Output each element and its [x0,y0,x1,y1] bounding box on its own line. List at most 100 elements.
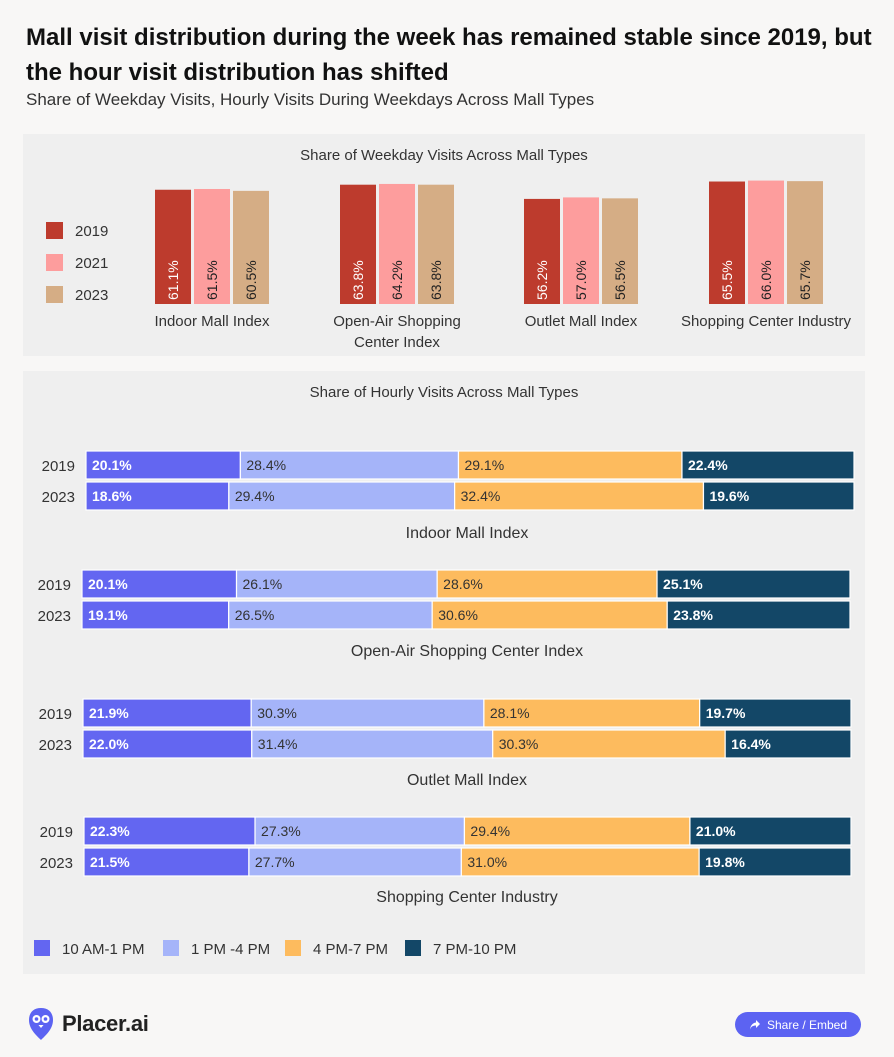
stacked-segment [454,481,705,511]
bar-label-2019-1: 63.8% [350,260,366,300]
stacked-segment [689,816,852,846]
bar-2023-2 [602,198,638,304]
stacked-segment [457,450,683,480]
legend-label: 4 PM-7 PM [313,941,388,958]
stacked-segment [235,569,438,599]
stacked-segment [250,698,485,728]
bar-2019-0 [155,189,191,304]
bar-2023-0 [233,190,269,304]
bar-label-2023-1: 63.8% [428,260,444,300]
group-label: Shopping Center Industry [376,889,557,906]
segment-label: 19.1% [88,607,128,623]
row-year-label: 2019 [38,577,71,594]
stacked-segment [82,729,253,759]
bar-label-2023-3: 65.7% [797,260,813,300]
segment-label: 27.3% [261,823,301,839]
stacked-segment [492,729,726,759]
placer-logo[interactable]: Placer.ai [28,1006,149,1042]
stacked-segment [251,729,494,759]
legend-label-2021: 2021 [75,255,108,272]
bar-label-2023-2: 56.5% [612,260,628,300]
stacked-segment [463,816,691,846]
segment-label: 26.5% [235,607,275,623]
row-year-label: 2019 [40,824,73,841]
segment-label: 19.8% [705,854,745,870]
legend-swatch [34,940,50,956]
segment-label: 21.0% [696,823,736,839]
stacked-segment [83,847,250,877]
bar-2021-0 [194,188,230,304]
segment-label: 31.0% [467,854,507,870]
stacked-segment [724,729,852,759]
row-year-label: 2019 [39,706,72,723]
hourly-chart-title: Share of Hourly Visits Across Mall Types [310,384,579,401]
bar-2019-1 [340,184,376,304]
legend-label-2019: 2019 [75,223,108,240]
segment-label: 22.4% [688,457,728,473]
weekday-visits-chart: Share of Weekday Visits Across Mall Type… [23,134,865,356]
bar-2021-3 [748,180,784,304]
segment-label: 22.0% [89,736,129,752]
bar-label-2019-2: 56.2% [534,260,550,300]
segment-label: 29.4% [235,488,275,504]
bar-label-2021-0: 61.5% [204,260,220,300]
row-year-label: 2023 [42,489,75,506]
stacked-segment [483,698,701,728]
segment-label: 30.3% [257,705,297,721]
share-embed-button[interactable]: Share / Embed [735,1012,861,1037]
group-label: Open-Air Shopping Center Index [351,643,583,660]
share-embed-label: Share / Embed [766,1017,848,1032]
weekday-visits-svg: Share of Weekday Visits Across Mall Type… [46,147,852,351]
legend-swatch [163,940,179,956]
segment-label: 29.4% [470,823,510,839]
row-year-label: 2023 [38,608,71,625]
bar-2021-1 [379,183,415,304]
segment-label: 28.4% [246,457,286,473]
segment-label: 23.8% [673,607,713,623]
legend-label: 1 PM -4 PM [191,941,270,958]
segment-label: 29.1% [464,457,504,473]
legend-label: 10 AM-1 PM [62,941,145,958]
hourly-visits-svg: Share of Hourly Visits Across Mall Types… [34,384,855,958]
segment-label: 30.3% [499,736,539,752]
legend-swatch-2021 [46,254,63,271]
page-title: Mall visit distribution during the week … [26,24,872,86]
category-label-2: Outlet Mall Index [525,313,638,330]
legend-swatch [285,940,301,956]
bar-2023-1 [418,184,454,304]
stacked-segment [656,569,851,599]
row-year-label: 2019 [42,458,75,475]
segment-label: 21.9% [89,705,129,721]
bar-label-2021-3: 66.0% [758,260,774,300]
stacked-segment [666,600,851,630]
owl-icon [29,1008,53,1040]
bar-2019-3 [709,181,745,304]
segment-label: 18.6% [92,488,132,504]
bar-label-2023-0: 60.5% [243,260,259,300]
segment-label: 28.6% [443,576,483,592]
bar-label-2021-2: 57.0% [573,260,589,300]
legend-swatch-2023 [46,286,63,303]
legend-swatch [405,940,421,956]
share-icon [749,1019,760,1029]
row-year-label: 2023 [39,737,72,754]
segment-label: 20.1% [92,457,132,473]
stacked-segment [436,569,658,599]
bar-2023-3 [787,181,823,304]
stacked-segment [460,847,700,877]
stacked-segment [698,847,852,877]
legend-label: 7 PM-10 PM [433,941,516,958]
bar-label-2019-3: 65.5% [719,260,735,300]
stacked-segment [699,698,852,728]
category-label-3: Shopping Center Industry [681,313,852,330]
bar-label-2019-0: 61.1% [165,260,181,300]
stacked-segment [228,481,456,511]
weekday-chart-title: Share of Weekday Visits Across Mall Type… [300,147,588,164]
segment-label: 28.1% [490,705,530,721]
segment-label: 32.4% [461,488,501,504]
stacked-segment [81,600,230,630]
group-label: Outlet Mall Index [407,772,527,789]
segment-label: 22.3% [90,823,130,839]
bar-2019-2 [524,198,560,304]
segment-label: 30.6% [438,607,478,623]
